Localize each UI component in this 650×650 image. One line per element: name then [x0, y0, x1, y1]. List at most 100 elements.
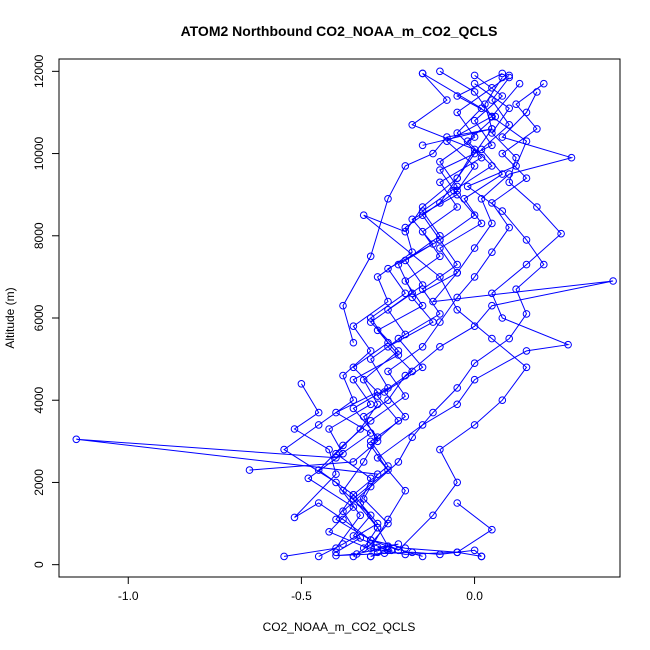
data-point: [245, 466, 254, 474]
data-point: [470, 546, 479, 555]
x-axis: -1.0 -0.5 0.0: [118, 576, 483, 603]
x-tick-label: 0.0: [466, 589, 483, 603]
data-point: [384, 264, 392, 273]
data-point: [512, 162, 520, 170]
data-point: [522, 137, 531, 145]
data-point: [325, 445, 333, 454]
data-point: [304, 474, 313, 483]
data-point: [394, 417, 403, 425]
y-tick-label: 8000: [32, 222, 46, 249]
data-point: [477, 145, 486, 154]
data-point: [339, 515, 347, 524]
data-point: [436, 166, 444, 174]
data-point: [418, 227, 427, 236]
series-line: [283, 77, 503, 557]
data-point: [394, 540, 403, 548]
data-point: [339, 540, 347, 548]
data-point: [290, 425, 299, 433]
data-point: [359, 412, 368, 421]
plot-area: [58, 58, 621, 578]
y-tick-label: 2000: [32, 469, 46, 496]
data-point: [353, 550, 361, 558]
x-axis-label: CO2_NOAA_m_CO2_QCLS: [263, 620, 416, 634]
data-point: [380, 549, 389, 558]
data-point: [366, 536, 375, 544]
data-point: [366, 400, 375, 409]
data-point: [332, 470, 340, 479]
data-point: [384, 515, 392, 524]
data-point: [505, 104, 514, 113]
data-point: [418, 421, 427, 429]
series-line: [318, 72, 503, 557]
data-point: [418, 69, 427, 78]
data-point: [470, 88, 479, 96]
data-point: [436, 199, 444, 207]
data-point: [453, 499, 462, 507]
data-point: [498, 69, 507, 78]
data-point: [453, 260, 462, 269]
data-point: [505, 71, 514, 80]
data-point: [349, 338, 358, 347]
data-point: [488, 301, 496, 310]
data-point: [366, 347, 375, 355]
data-point: [384, 297, 392, 306]
data-point: [325, 528, 333, 536]
data-point: [394, 351, 403, 359]
data-point: [505, 178, 514, 187]
data-point: [314, 552, 323, 561]
data-point: [436, 236, 444, 244]
data-point: [453, 306, 462, 314]
data-point: [297, 380, 306, 388]
y-tick-label: 12000: [32, 54, 46, 88]
plot-frame: [58, 58, 621, 578]
data-point: [394, 458, 403, 466]
data-point: [349, 491, 358, 499]
data-point: [453, 92, 462, 100]
data-point: [373, 519, 382, 528]
data-point: [453, 203, 462, 211]
data-point: [280, 552, 288, 561]
data-point: [436, 178, 444, 187]
data-point: [488, 289, 496, 298]
data-point: [453, 293, 462, 302]
data-point: [366, 314, 375, 322]
data-point: [366, 552, 375, 561]
data-point: [477, 104, 486, 113]
data-point: [498, 314, 507, 322]
data-point: [533, 88, 541, 96]
data-point: [470, 244, 479, 252]
data-point: [515, 79, 524, 88]
series-line: [249, 91, 614, 471]
data-point: [366, 252, 375, 261]
data-point: [488, 129, 496, 137]
data-point: [567, 153, 576, 162]
data-point: [522, 347, 531, 355]
data-point: [453, 108, 462, 117]
data-point: [522, 310, 531, 318]
data-point: [450, 186, 458, 195]
data-point: [339, 507, 347, 516]
data-point: [373, 470, 382, 479]
data-point: [443, 96, 451, 104]
data-point: [366, 417, 375, 425]
data-point: [332, 454, 340, 462]
data-point: [356, 534, 365, 542]
data-point: [470, 375, 479, 384]
series-line: [317, 83, 545, 557]
series-line: [342, 128, 493, 343]
data-point: [359, 544, 368, 553]
data-point: [408, 121, 417, 129]
data-point: [470, 359, 479, 368]
data-point: [418, 285, 427, 294]
data-point: [498, 133, 507, 141]
data-point: [463, 182, 472, 191]
series-line: [307, 72, 483, 553]
data-point: [453, 129, 462, 137]
data-point: [522, 108, 531, 117]
data-point: [359, 458, 368, 466]
y-axis-label: Altitude (m): [3, 287, 17, 348]
data-point: [373, 543, 382, 552]
y-tick-label: 0: [32, 561, 46, 568]
data-point: [453, 269, 462, 277]
data-point: [429, 318, 437, 326]
